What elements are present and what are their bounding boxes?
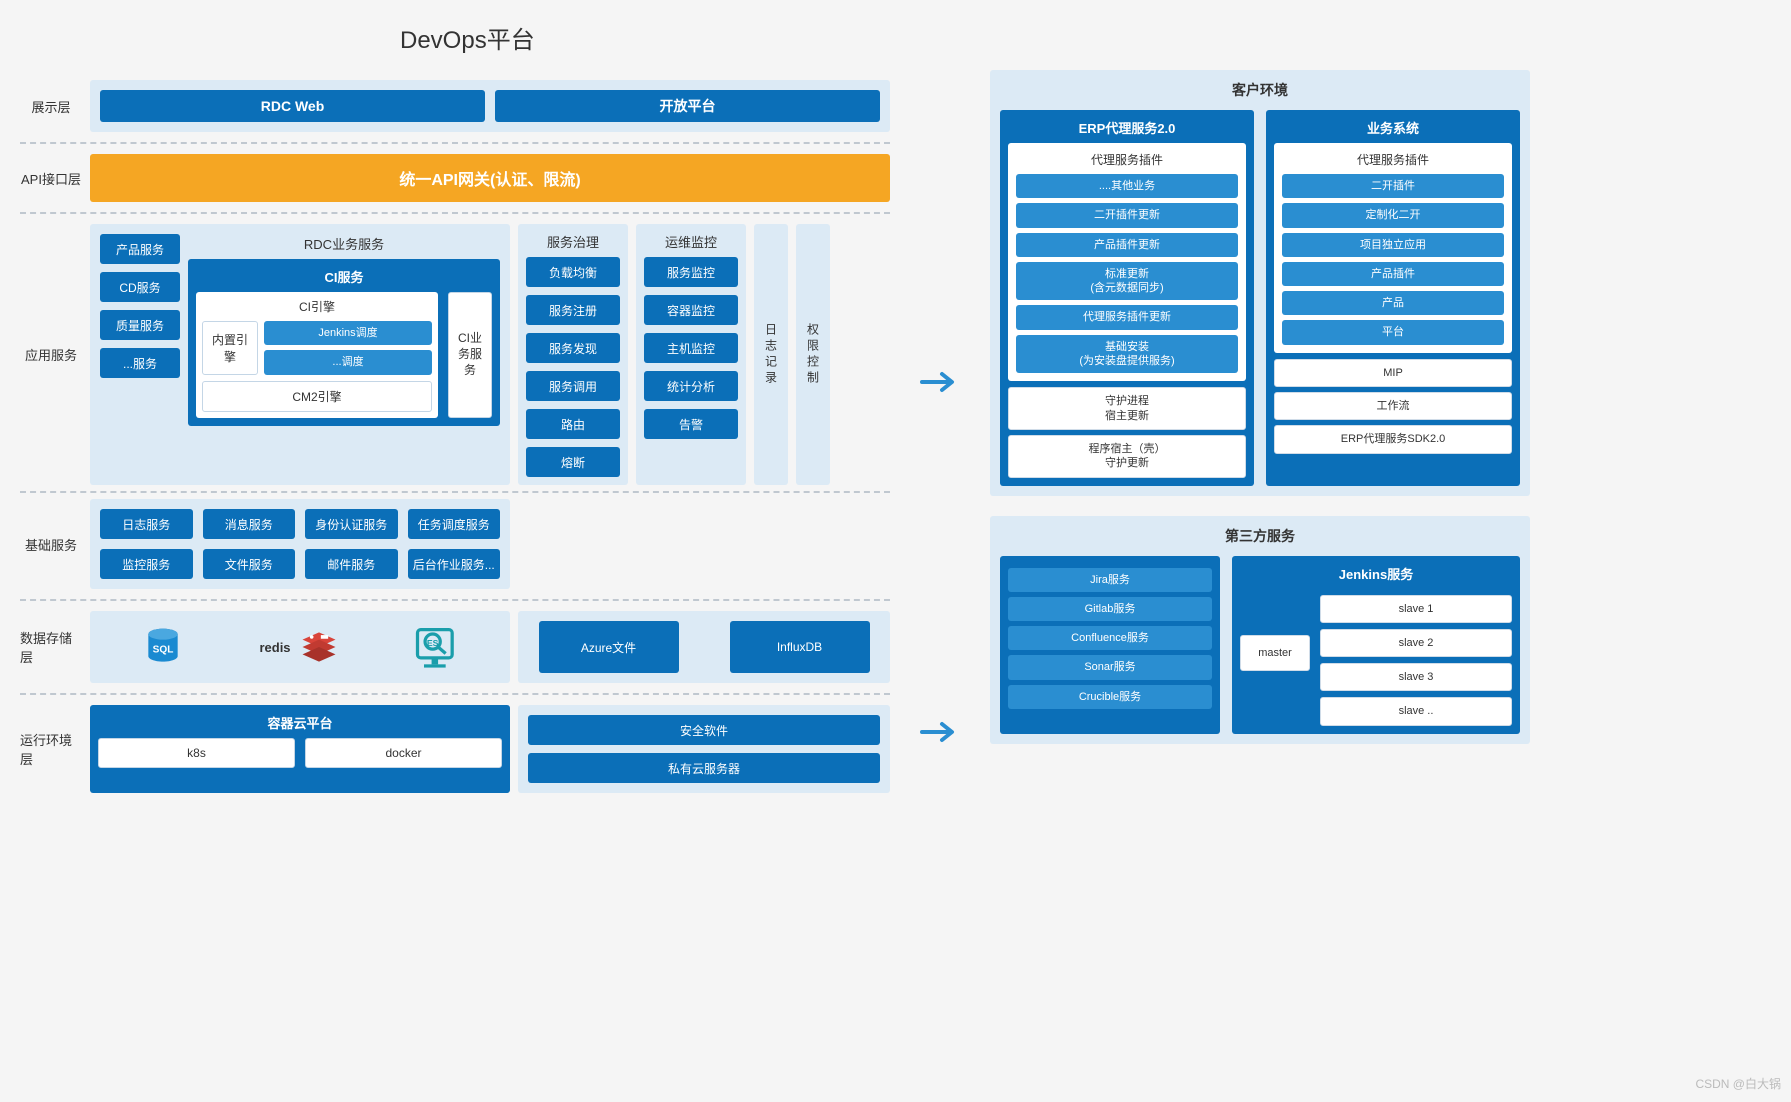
customer-title: 客户环境 (1000, 80, 1520, 100)
panel-third-party-left: Jira服务 Gitlab服务 Confluence服务 Sonar服务 Crucibl… (1000, 556, 1220, 734)
panel-jenkins: Jenkins服务 master slave 1slave 2slave 3sl… (1232, 556, 1520, 734)
node-influxdb: InfluxDB (730, 621, 870, 673)
biz-plugin-3: 产品插件 (1282, 262, 1504, 286)
node-azure-file: Azure文件 (539, 621, 679, 673)
node-security-sw: 安全软件 (528, 715, 880, 745)
node-quality-svc: 质量服务 (100, 310, 180, 340)
erp-plugin-1: 二开插件更新 (1016, 203, 1238, 227)
layer-label-app: 应用服务 (20, 224, 90, 485)
biz-plugin-5: 平台 (1282, 320, 1504, 344)
tp-item-1: Gitlab服务 (1008, 597, 1212, 621)
devops-platform: 展示层 RDC Web 开放平台 API接口层 统一API网关(认证、限流) 应… (20, 70, 890, 803)
panel-rdc: RDC业务服务 CI服务 CI引擎 内置引擎 (188, 234, 500, 475)
node-api-gateway: 统一API网关(认证、限流) (90, 154, 890, 202)
node-docker: docker (305, 738, 502, 768)
gov-item-3: 服务调用 (526, 371, 620, 401)
base-item-2: 身份认证服务 (305, 509, 398, 539)
ops-item-3: 统计分析 (644, 371, 738, 401)
panel-container-cloud: 容器云平台 k8s docker (90, 705, 510, 793)
page-title: DevOps平台 (400, 20, 1540, 55)
base-item-4: 监控服务 (100, 549, 193, 579)
jenkins-slave-3: slave .. (1320, 697, 1512, 725)
gov-item-1: 服务注册 (526, 295, 620, 325)
panel-erp: ERP代理服务2.0 代理服务插件 ....其他业务二开插件更新产品插件更新标准… (1000, 110, 1254, 486)
biz-plugin-2: 项目独立应用 (1282, 233, 1504, 257)
jenkins-slave-1: slave 2 (1320, 629, 1512, 657)
base-item-0: 日志服务 (100, 509, 193, 539)
panel-log: 日志记录 (754, 224, 788, 485)
tp-item-4: Crucible服务 (1008, 685, 1212, 709)
erp-extra-0: 守护进程 宿主更新 (1008, 387, 1246, 430)
node-open-platform: 开放平台 (495, 90, 880, 122)
tp-item-0: Jira服务 (1008, 568, 1212, 592)
node-rdc-web: RDC Web (100, 90, 485, 122)
panel-perm: 权限控制 (796, 224, 830, 485)
biz-extra-0: MIP (1274, 359, 1512, 387)
third-party-title: 第三方服务 (1000, 526, 1520, 546)
base-item-6: 邮件服务 (305, 549, 398, 579)
gov-item-2: 服务发现 (526, 333, 620, 363)
gov-item-0: 负载均衡 (526, 257, 620, 287)
node-cd-svc: CD服务 (100, 272, 180, 302)
jenkins-slave-2: slave 3 (1320, 663, 1512, 691)
tp-item-3: Sonar服务 (1008, 655, 1212, 679)
erp-plugin-5: 基础安装 (为安装盘提供服务) (1016, 335, 1238, 374)
svg-text:ES: ES (427, 638, 439, 648)
base-item-5: 文件服务 (203, 549, 296, 579)
svg-text:SQL: SQL (153, 645, 174, 656)
erp-plugin-4: 代理服务插件更新 (1016, 305, 1238, 329)
biz-extra-2: ERP代理服务SDK2.0 (1274, 425, 1512, 453)
panel-ops: 运维监控 服务监控容器监控主机监控统计分析告警 (636, 224, 746, 485)
gov-item-4: 路由 (526, 409, 620, 439)
erp-extra-1: 程序宿主（壳） 守护更新 (1008, 435, 1246, 478)
biz-plugin-4: 产品 (1282, 291, 1504, 315)
base-item-1: 消息服务 (203, 509, 296, 539)
node-private-cloud: 私有云服务器 (528, 753, 880, 783)
node-cm2-engine: CM2引擎 (202, 381, 432, 412)
ci-service-title: CI服务 (196, 267, 492, 286)
jenkins-slave-0: slave 1 (1320, 595, 1512, 623)
rdc-title: RDC业务服务 (188, 234, 500, 253)
base-item-7: 后台作业服务... (408, 549, 501, 579)
node-more-svc: ...服务 (100, 348, 180, 378)
gov-item-5: 熔断 (526, 447, 620, 477)
layer-label-api: API接口层 (20, 154, 90, 202)
layer-label-base: 基础服务 (20, 499, 90, 589)
ops-item-0: 服务监控 (644, 257, 738, 287)
panel-governance: 服务治理 负载均衡服务注册服务发现服务调用路由熔断 (518, 224, 628, 485)
panel-customer-env: 客户环境 ERP代理服务2.0 代理服务插件 ....其他业务二开插件更新产品插… (990, 70, 1530, 496)
arrow-to-customer-icon (920, 370, 960, 394)
arrow-to-thirdparty-icon (920, 720, 960, 744)
node-other-sched: ...调度 (264, 350, 432, 374)
node-ci-biz: CI业务服务 (448, 292, 492, 418)
node-product-svc: 产品服务 (100, 234, 180, 264)
biz-extra-1: 工作流 (1274, 392, 1512, 420)
node-builtin-engine: 内置引擎 (202, 321, 258, 375)
layer-label-runtime: 运行环境层 (20, 705, 90, 793)
gov-title: 服务治理 (526, 232, 620, 251)
storage-es-icon: ES (373, 621, 500, 673)
panel-biz: 业务系统 代理服务插件 二开插件定制化二开项目独立应用产品插件产品平台 MIP工… (1266, 110, 1520, 486)
ops-item-2: 主机监控 (644, 333, 738, 363)
node-k8s: k8s (98, 738, 295, 768)
layer-label-storage: 数据存储层 (20, 611, 90, 683)
panel-third-party: 第三方服务 Jira服务 Gitlab服务 Confluence服务 Sonar服务 C… (990, 516, 1530, 744)
ci-engine-title: CI引擎 (202, 298, 432, 315)
layer-label-presentation: 展示层 (20, 80, 90, 132)
storage-sql-icon: SQL (100, 621, 227, 673)
erp-plugin-3: 标准更新 (含元数据同步) (1016, 262, 1238, 301)
erp-plugin-2: 产品插件更新 (1016, 233, 1238, 257)
biz-plugin-0: 二开插件 (1282, 174, 1504, 198)
node-jenkins-master: master (1240, 635, 1310, 671)
biz-plugin-1: 定制化二开 (1282, 203, 1504, 227)
ops-item-1: 容器监控 (644, 295, 738, 325)
watermark: CSDN @白大锅 (1695, 1075, 1781, 1092)
tp-item-2: Confluence服务 (1008, 626, 1212, 650)
ops-item-4: 告警 (644, 409, 738, 439)
ops-title: 运维监控 (644, 232, 738, 251)
storage-redis-icon: redis (237, 621, 364, 673)
base-item-3: 任务调度服务 (408, 509, 501, 539)
node-jenkins-sched: Jenkins调度 (264, 321, 432, 345)
erp-plugin-0: ....其他业务 (1016, 174, 1238, 198)
